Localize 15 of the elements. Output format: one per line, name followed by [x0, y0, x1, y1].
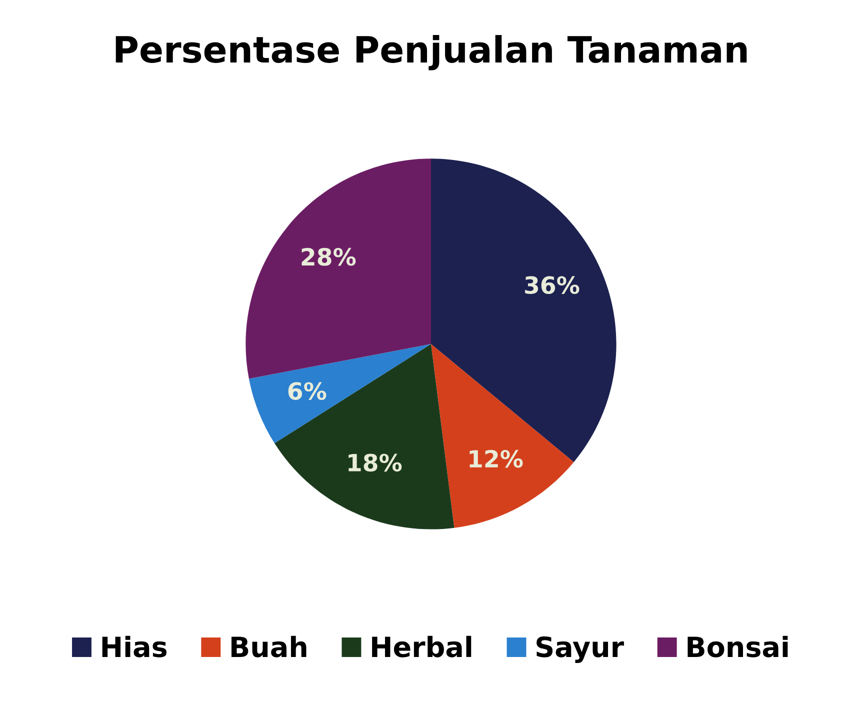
- legend-label: Herbal: [372, 636, 472, 658]
- pie-slice: [274, 344, 454, 530]
- legend-label: Hias: [102, 636, 167, 658]
- data-label: 18%: [348, 454, 402, 472]
- data-label: 6%: [288, 382, 326, 400]
- pie-slice: [246, 158, 431, 379]
- data-label: 36%: [525, 276, 580, 294]
- pie-slice: [431, 344, 574, 528]
- legend-label: Sayur: [536, 636, 624, 663]
- data-label: 28%: [302, 248, 356, 266]
- pie-slice: [248, 344, 431, 444]
- legend-label: Buah: [232, 636, 306, 658]
- data-label: 12%: [470, 450, 523, 468]
- legend-label: Bonsai: [688, 636, 788, 658]
- chart-title: Persentase Penjualan Tanaman: [116, 35, 747, 70]
